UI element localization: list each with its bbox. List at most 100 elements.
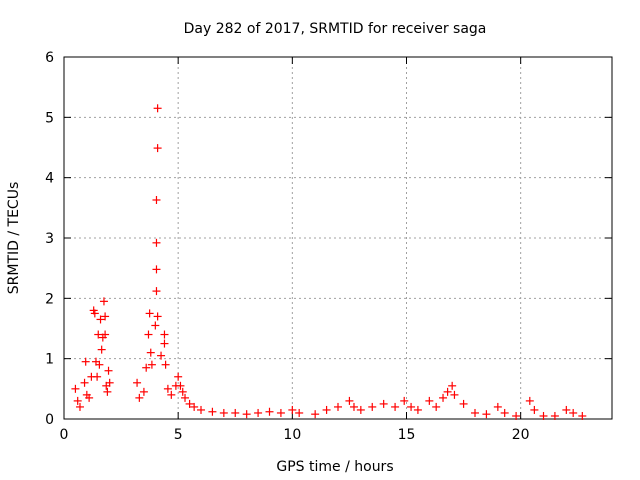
data-point — [152, 195, 161, 204]
data-point — [368, 402, 377, 411]
data-point — [345, 396, 354, 405]
data-point — [562, 405, 571, 414]
data-point — [163, 384, 172, 393]
data-point — [471, 408, 479, 417]
data-point — [151, 321, 160, 330]
data-point — [94, 330, 103, 339]
data-point — [101, 312, 110, 321]
y-tick-label: 5 — [45, 110, 54, 126]
x-tick-label: 20 — [512, 427, 530, 443]
data-point — [161, 360, 170, 369]
data-point — [96, 315, 105, 324]
data-point — [152, 265, 161, 274]
data-point — [93, 372, 102, 381]
data-point — [569, 408, 578, 417]
data-point — [81, 357, 90, 366]
data-points — [71, 104, 587, 420]
data-point — [90, 309, 99, 318]
data-point — [525, 396, 534, 405]
data-point — [276, 408, 285, 417]
data-point — [432, 402, 441, 411]
data-point — [550, 411, 559, 420]
data-point — [242, 410, 251, 419]
data-point — [407, 402, 416, 411]
data-point — [139, 387, 148, 396]
data-point — [512, 411, 521, 420]
data-point — [530, 405, 539, 414]
data-point — [448, 381, 457, 390]
data-point — [142, 363, 151, 372]
data-point — [157, 351, 166, 360]
data-point — [167, 390, 176, 399]
y-tick-label: 2 — [45, 291, 54, 307]
data-point — [71, 384, 80, 393]
data-point — [174, 372, 183, 381]
data-point — [413, 405, 422, 414]
grid-lines — [64, 57, 612, 419]
data-point — [103, 387, 112, 396]
data-point — [95, 360, 104, 369]
data-point — [197, 405, 205, 414]
data-point — [105, 378, 114, 387]
data-point — [459, 399, 468, 408]
data-point — [539, 411, 548, 420]
data-point — [181, 393, 190, 402]
data-point — [85, 393, 94, 402]
data-point — [152, 287, 161, 296]
data-point — [153, 312, 162, 321]
data-point — [104, 366, 113, 375]
data-point — [178, 387, 187, 396]
data-point — [439, 393, 448, 402]
data-point — [356, 405, 365, 414]
x-tick-label: 0 — [60, 427, 69, 443]
data-point — [425, 396, 434, 405]
data-point — [135, 393, 144, 402]
data-point — [379, 399, 388, 408]
data-point — [153, 104, 162, 113]
data-point — [133, 378, 142, 387]
data-point — [160, 339, 169, 348]
data-point — [190, 402, 199, 411]
data-point — [152, 238, 161, 247]
data-point — [145, 309, 154, 318]
x-tick-label: 15 — [398, 427, 416, 443]
data-point — [185, 399, 194, 408]
data-point — [75, 402, 84, 411]
x-tick-label: 5 — [174, 427, 183, 443]
data-point — [288, 405, 297, 414]
data-point — [99, 297, 108, 306]
data-point — [265, 407, 274, 416]
data-point — [500, 408, 509, 417]
data-point — [147, 360, 156, 369]
data-point — [322, 405, 331, 414]
data-point — [101, 330, 110, 339]
data-point — [334, 402, 342, 411]
data-point — [97, 345, 106, 354]
data-point — [295, 408, 304, 417]
data-point — [176, 381, 185, 390]
chart-title: Day 282 of 2017, SRMTID for receiver sag… — [184, 21, 487, 37]
axis-ticks: 0 5 10 15 20 0 1 2 3 4 5 6 — [45, 50, 612, 443]
x-tick-label: 10 — [283, 427, 301, 443]
data-point — [482, 410, 491, 419]
data-point — [208, 407, 217, 416]
data-point — [443, 387, 452, 396]
data-point — [219, 408, 228, 417]
data-point — [231, 408, 240, 417]
y-axis-label: SRMTID / TECUs — [6, 182, 22, 295]
y-tick-label: 1 — [45, 352, 54, 368]
y-tick-label: 4 — [45, 171, 54, 187]
data-point — [311, 410, 320, 419]
data-point — [349, 402, 358, 411]
data-point — [80, 378, 89, 387]
x-axis-label: GPS time / hours — [276, 459, 393, 475]
data-point — [391, 402, 400, 411]
y-tick-label: 6 — [45, 50, 54, 66]
data-point — [146, 348, 155, 357]
y-tick-label: 3 — [45, 231, 54, 247]
data-point — [450, 390, 459, 399]
y-tick-label: 0 — [45, 412, 54, 428]
data-point — [254, 408, 263, 417]
data-point — [153, 144, 162, 153]
